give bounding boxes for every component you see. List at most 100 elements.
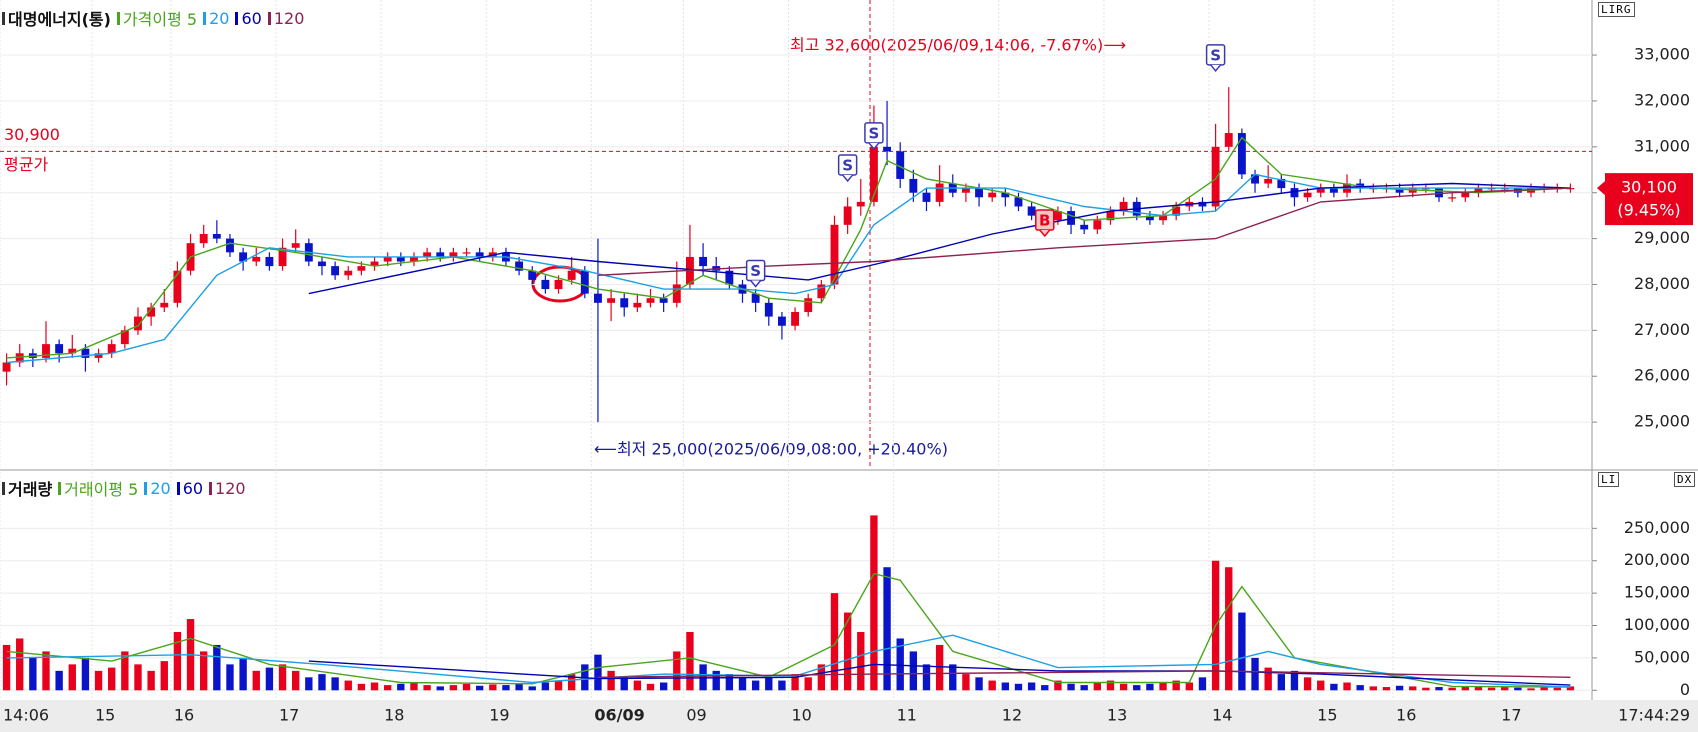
volume-bar xyxy=(370,682,379,691)
x-tick-label: 15 xyxy=(95,706,115,725)
candle-body xyxy=(147,307,156,317)
candle-body xyxy=(922,192,931,202)
moving-average-line xyxy=(597,670,1571,678)
candle-body xyxy=(909,178,918,193)
x-tick-label: 12 xyxy=(1002,706,1022,725)
volume-bar xyxy=(68,664,76,691)
volume-bar xyxy=(1540,687,1548,691)
signal-marker: S xyxy=(864,122,884,150)
candle-body xyxy=(278,247,287,267)
candle-body xyxy=(896,151,905,179)
volume-bar xyxy=(1014,683,1023,691)
volume-bar xyxy=(751,680,760,691)
y-tick-label: 100,000 xyxy=(1624,615,1690,634)
candle-body xyxy=(331,266,340,276)
y-tick-label: 29,000 xyxy=(1634,228,1690,247)
volume-bar xyxy=(318,674,326,691)
signal-marker: S xyxy=(1205,44,1226,72)
y-tick-label: 26,000 xyxy=(1634,366,1690,385)
signal-marker: S xyxy=(745,259,766,288)
volume-bar xyxy=(2,644,11,691)
candle-body xyxy=(1211,146,1220,207)
volume-bar xyxy=(567,674,576,691)
volume-bar xyxy=(331,677,339,691)
candle-body xyxy=(935,183,944,202)
signal-label: B xyxy=(1039,212,1050,230)
x-tick-label: 15 xyxy=(1317,706,1337,725)
volume-bar xyxy=(1093,682,1102,691)
candle-body xyxy=(1329,188,1338,193)
volume-bar xyxy=(1159,682,1167,691)
high-annotation: 최고 32,600(2025/06/09,14:06, -7.67%)⟶ xyxy=(790,36,1126,55)
candle-body xyxy=(1080,224,1089,230)
legend-swatch xyxy=(235,11,239,25)
volume-bar xyxy=(686,631,694,691)
volume-bar xyxy=(121,651,129,691)
volume-bar xyxy=(843,612,852,691)
volume-bar xyxy=(515,683,523,691)
volume-bar xyxy=(423,685,431,691)
volume-bar xyxy=(16,638,24,691)
candle-body xyxy=(42,344,50,358)
signal-tip xyxy=(842,174,854,183)
x-tick-label: 14:06 xyxy=(3,706,49,725)
volume-bar xyxy=(712,670,720,691)
volume-bar xyxy=(397,683,405,691)
candle-body xyxy=(1277,178,1286,189)
volume-bar xyxy=(134,664,142,691)
moving-average-line xyxy=(6,136,1571,359)
signal-marker: S xyxy=(837,154,858,183)
volume-bar xyxy=(305,677,313,691)
volume-bar xyxy=(239,657,247,691)
volume-bar xyxy=(620,677,628,691)
volume-bar xyxy=(607,670,615,691)
volume-toolbar-extra[interactable]: DX xyxy=(1674,472,1696,487)
x-tick-label: 09 xyxy=(686,706,706,725)
candle-body xyxy=(961,188,970,193)
candle-body xyxy=(344,270,353,276)
volume-bar xyxy=(436,686,444,691)
y-tick-label: 33,000 xyxy=(1634,45,1690,64)
legend-swatch xyxy=(58,481,62,495)
candle-body xyxy=(94,353,103,358)
volume-bar xyxy=(265,667,274,691)
candle-body xyxy=(1461,192,1470,198)
candle-body xyxy=(659,298,668,303)
candle-body xyxy=(265,256,274,267)
candle-body xyxy=(1316,188,1325,193)
candle-body xyxy=(1395,188,1404,193)
signal-marker: B xyxy=(1035,209,1055,238)
signal-tip xyxy=(1210,64,1222,72)
volume-bar xyxy=(292,670,300,691)
volume-bar xyxy=(160,661,168,691)
volume-bar xyxy=(1067,683,1075,691)
volume-bar xyxy=(975,677,983,691)
candle-body xyxy=(410,256,418,262)
candle-body xyxy=(1053,211,1062,221)
volume-bar xyxy=(42,651,50,691)
candle-body xyxy=(396,256,405,262)
candle-body xyxy=(1001,192,1010,198)
volume-bar xyxy=(1119,683,1128,691)
price-toolbar[interactable]: LIRG xyxy=(1598,2,1635,17)
average-label: 30,900 xyxy=(4,125,60,144)
signal-tip xyxy=(750,279,762,288)
candle-body xyxy=(1119,201,1128,212)
candle-body xyxy=(2,362,11,372)
volume-bar xyxy=(738,677,747,691)
x-tick-label: 13 xyxy=(1107,706,1127,725)
volume-bar xyxy=(1448,687,1456,691)
candle-body xyxy=(475,252,484,257)
volume-toolbar[interactable]: LI xyxy=(1598,472,1620,487)
candle-body xyxy=(134,316,142,331)
volume-bar xyxy=(1566,686,1575,691)
candle-body xyxy=(160,302,169,308)
y-tick-label: 0 xyxy=(1680,680,1690,699)
x-tick-label: 19 xyxy=(489,706,509,725)
volume-bar xyxy=(252,670,260,691)
volume-bar xyxy=(1303,677,1312,691)
candle-body xyxy=(1172,206,1181,216)
volume-bar xyxy=(1290,670,1299,691)
moving-average-line xyxy=(6,572,1571,688)
candle-body xyxy=(55,344,64,354)
